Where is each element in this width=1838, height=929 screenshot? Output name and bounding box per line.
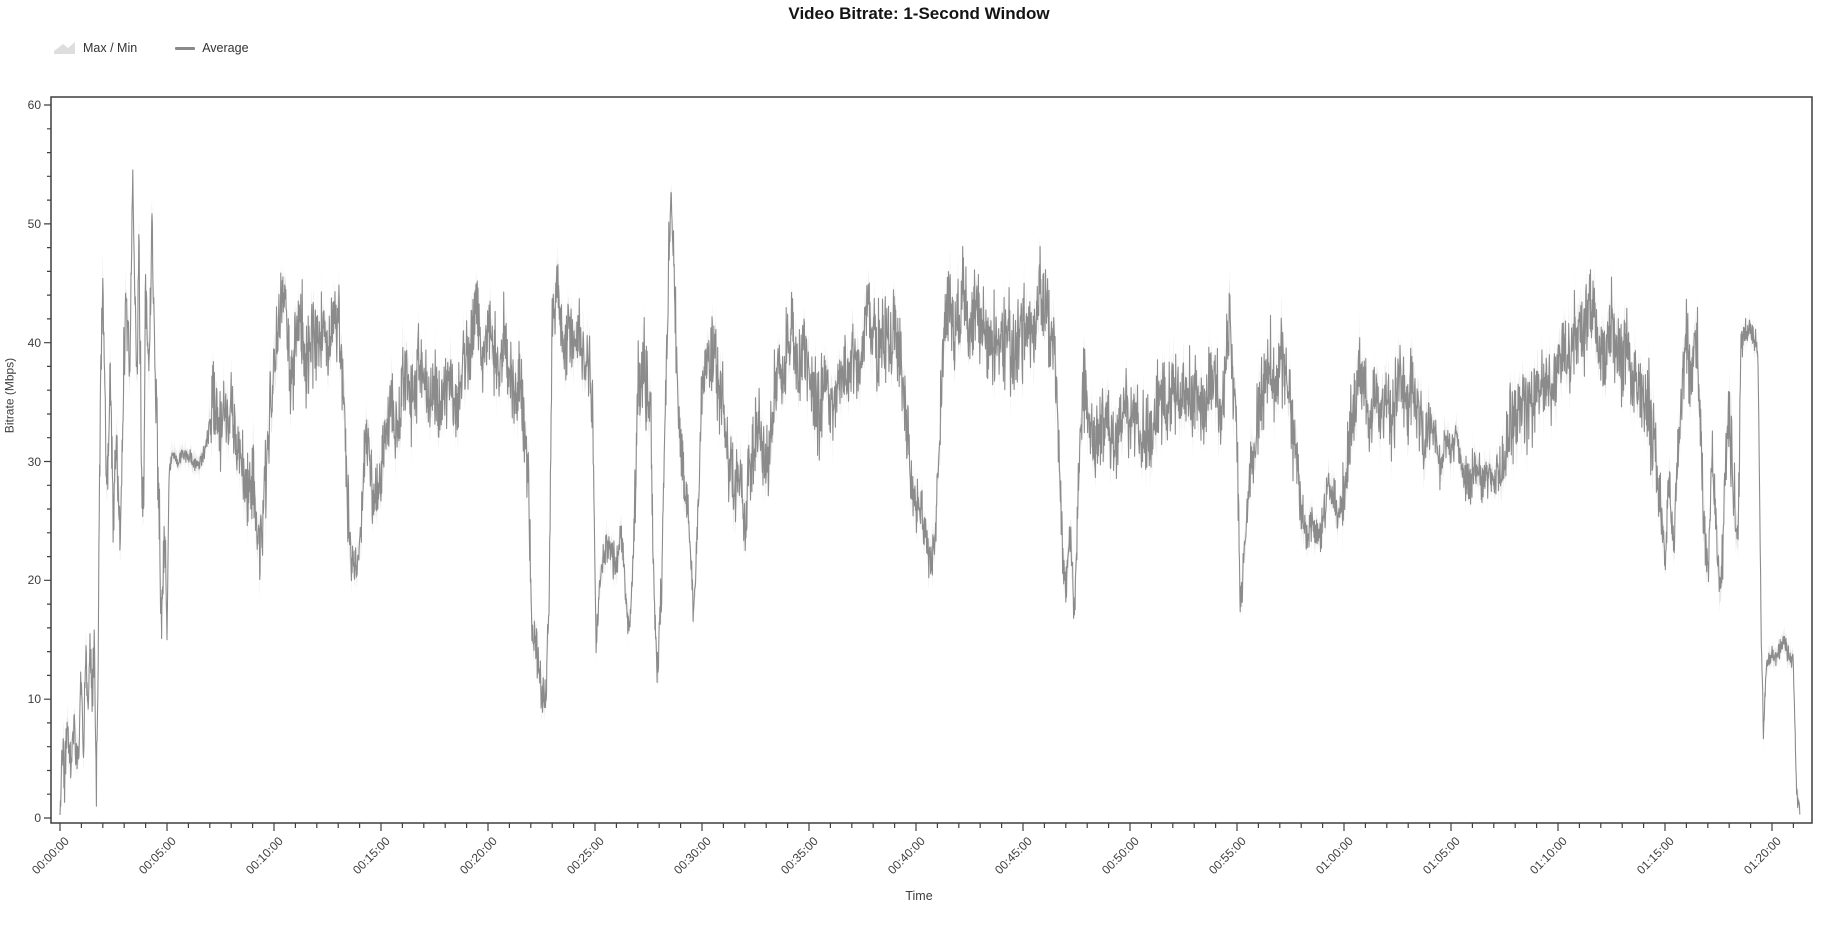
- y-tick-label: 10: [27, 692, 41, 707]
- legend-label-max-min: Max / Min: [83, 41, 138, 55]
- plot-area: [44, 96, 1813, 831]
- y-tick-label: 50: [27, 216, 41, 231]
- y-tick-label: 30: [27, 454, 41, 469]
- y-tick-label: 20: [27, 573, 41, 588]
- axis-ticks: [44, 104, 1794, 831]
- legend-label-average: Average: [202, 41, 249, 55]
- y-tick-label: 60: [27, 98, 41, 113]
- max-min-band-icon: [54, 42, 75, 54]
- y-axis-title: Bitrate (Mbps): [2, 357, 17, 434]
- y-tick-label: 40: [27, 335, 41, 350]
- bitrate-chart: Video Bitrate: 1-Second Window Max / Min…: [2, 4, 1813, 903]
- chart-title: Video Bitrate: 1-Second Window: [788, 4, 1050, 23]
- average-line-icon: [175, 46, 196, 50]
- y-tick-label: 0: [34, 811, 41, 825]
- legend: Max / Min Average: [54, 41, 249, 55]
- legend-item-max-min: Max / Min: [54, 41, 137, 55]
- average-line: [59, 169, 1801, 816]
- plot-border: [50, 96, 1813, 824]
- x-axis-title: Time: [905, 889, 933, 903]
- legend-item-average: Average: [175, 41, 249, 55]
- max-min-band: [60, 164, 1800, 818]
